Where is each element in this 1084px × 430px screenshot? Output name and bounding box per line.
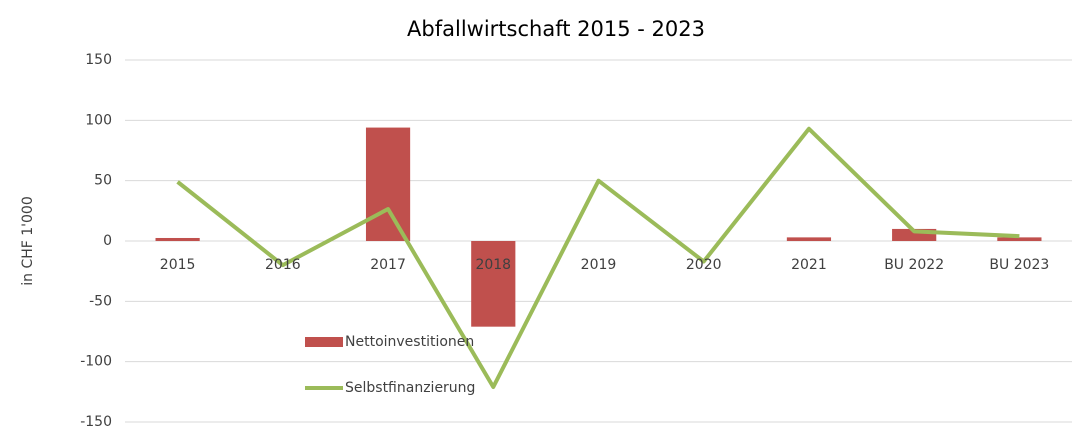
- bar: [997, 237, 1042, 241]
- y-tick-label: -150: [80, 414, 112, 430]
- x-tick-label: BU 2022: [884, 257, 944, 273]
- x-tick-label: 2017: [370, 257, 406, 273]
- x-tick-label: 2015: [160, 257, 196, 273]
- x-tick-label: BU 2023: [989, 257, 1049, 273]
- x-tick-label: 2021: [791, 257, 827, 273]
- y-tick-label: 0: [103, 233, 112, 249]
- bar: [365, 127, 411, 241]
- y-tick-label: -100: [80, 354, 112, 370]
- y-axis-label: in CHF 1'000: [20, 196, 36, 286]
- bar: [786, 237, 832, 241]
- y-tick-label: 50: [94, 173, 112, 189]
- x-tick-label: 2018: [475, 257, 511, 273]
- y-tick-label: -50: [89, 293, 112, 309]
- x-tick-label: 2019: [581, 257, 617, 273]
- legend-label: Selbstfinanzierung: [345, 380, 475, 396]
- bar: [155, 237, 200, 241]
- legend-label: Nettoinvestitionen: [345, 334, 474, 350]
- line: [176, 126, 1020, 390]
- bar: [471, 241, 516, 327]
- x-tick-label: 2016: [265, 257, 301, 273]
- chart-title: Abfallwirtschaft 2015 - 2023: [407, 17, 705, 41]
- y-tick-label: 150: [85, 52, 112, 68]
- legend-swatch: [305, 337, 343, 347]
- x-tick-label: 2020: [686, 257, 722, 273]
- y-tick-label: 100: [85, 112, 112, 128]
